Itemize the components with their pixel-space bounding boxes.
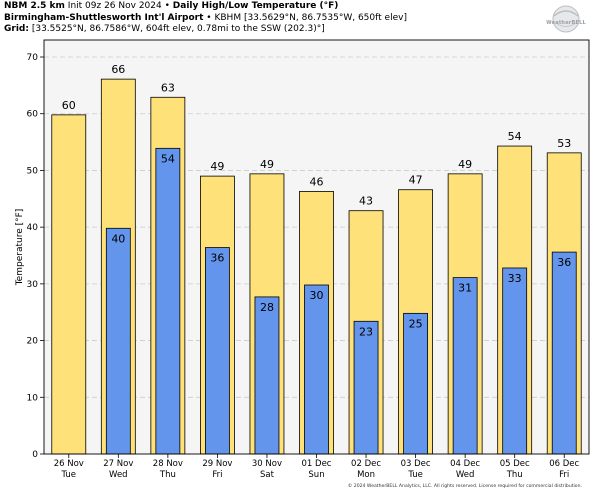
x-tick-date: 27 Nov <box>103 459 133 469</box>
y-tick-label: 20 <box>27 337 39 347</box>
low-temp-bar <box>205 247 230 455</box>
plot-frame <box>43 39 590 455</box>
x-tick-date: 03 Dec <box>401 459 431 469</box>
x-tick-day: Sat <box>260 470 275 480</box>
x-tick-date: 30 Nov <box>252 459 282 469</box>
y-tick-label: 30 <box>27 280 39 290</box>
header-line-station: Birmingham-Shuttlesworth Int'l Airport •… <box>4 13 407 25</box>
station-name: Birmingham-Shuttlesworth Int'l Airport <box>4 12 204 23</box>
station-info: KBHM [33.5629°N, 86.7535°W, 650ft elev] <box>214 12 407 23</box>
low-temp-label: 36 <box>210 252 224 265</box>
high-temp-label: 47 <box>409 174 423 187</box>
x-tick-day: Fri <box>212 470 222 480</box>
low-temp-label: 40 <box>111 232 125 245</box>
y-tick-label: 50 <box>27 166 39 176</box>
y-tick-label: 10 <box>27 393 39 403</box>
y-tick-label: 0 <box>32 450 38 460</box>
high-temp-label: 63 <box>161 81 175 94</box>
x-tick-date: 06 Dec <box>549 459 579 469</box>
high-temp-label: 54 <box>508 130 522 143</box>
x-tick-date: 02 Dec <box>351 459 381 469</box>
y-tick-label: 70 <box>27 53 39 63</box>
x-tick-day: Tue <box>407 470 423 480</box>
x-tick-date: 01 Dec <box>302 459 332 469</box>
x-tick-date: 26 Nov <box>54 459 84 469</box>
low-temp-label: 23 <box>359 325 373 338</box>
x-tick-day: Wed <box>109 470 128 480</box>
low-temp-bar <box>353 320 379 455</box>
grid-label: Grid: <box>4 24 29 34</box>
low-temp-bar <box>403 312 428 455</box>
separator: • <box>164 1 170 11</box>
grid-info: [33.5525°N, 86.7586°W, 604ft elev, 0.78m… <box>31 24 325 34</box>
low-temp-bar <box>551 251 577 455</box>
high-temp-label: 46 <box>310 175 324 188</box>
high-temp-label: 49 <box>210 160 224 173</box>
high-temp-label: 43 <box>359 195 373 208</box>
low-temp-bar <box>452 277 478 455</box>
x-tick-day: Thu <box>506 470 523 480</box>
header-line-grid: Grid: [33.5525°N, 86.7586°W, 604ft elev,… <box>4 24 407 36</box>
high-temp-label: 60 <box>62 99 76 112</box>
low-temp-bar <box>105 227 131 455</box>
low-temp-label: 25 <box>409 317 423 330</box>
x-tick-date: 28 Nov <box>153 459 183 469</box>
separator: • <box>206 12 212 23</box>
y-axis-label: Temperature [°F] <box>15 209 25 287</box>
logo-icon <box>552 5 580 33</box>
weatherbell-logo: WeatherBELL <box>536 4 596 36</box>
product-name: Daily High/Low Temperature (°F) <box>172 1 339 11</box>
low-temp-label: 28 <box>260 301 274 314</box>
x-tick-date: 04 Dec <box>450 459 480 469</box>
low-temp-label: 33 <box>508 272 522 285</box>
y-tick-label: 40 <box>27 223 39 233</box>
y-tick-label: 60 <box>27 110 39 120</box>
high-temp-label: 49 <box>458 158 472 171</box>
high-temp-label: 49 <box>260 158 274 171</box>
chart-header: NBM 2.5 km Init 09z 26 Nov 2024 • Daily … <box>4 1 407 36</box>
low-temp-bar <box>304 284 329 455</box>
low-temp-bar <box>155 147 181 455</box>
model-name: NBM 2.5 km <box>4 1 65 11</box>
x-tick-day: Thu <box>159 470 176 480</box>
high-temp-bar <box>51 114 87 455</box>
low-temp-label: 31 <box>458 282 472 295</box>
x-tick-day: Mon <box>357 470 375 480</box>
header-line-model: NBM 2.5 km Init 09z 26 Nov 2024 • Daily … <box>4 1 407 13</box>
low-temp-bar <box>254 296 280 455</box>
low-temp-label: 30 <box>310 289 324 302</box>
low-temp-label: 36 <box>557 256 571 269</box>
init-time: Init 09z 26 Nov 2024 <box>67 1 162 11</box>
x-tick-date: 05 Dec <box>500 459 530 469</box>
low-temp-label: 54 <box>161 152 175 165</box>
logo-text: WeatherBELL <box>546 20 586 26</box>
x-tick-day: Sun <box>308 470 324 480</box>
x-tick-day: Fri <box>559 470 569 480</box>
high-temp-label: 53 <box>557 137 571 150</box>
high-temp-label: 66 <box>111 63 125 76</box>
x-tick-date: 29 Nov <box>202 459 232 469</box>
low-temp-bar <box>502 267 528 455</box>
x-tick-day: Tue <box>61 470 77 480</box>
x-tick-day: Wed <box>456 470 475 480</box>
copyright-footer: © 2024 WeatherBELL Analytics, LLC. All r… <box>347 484 582 489</box>
